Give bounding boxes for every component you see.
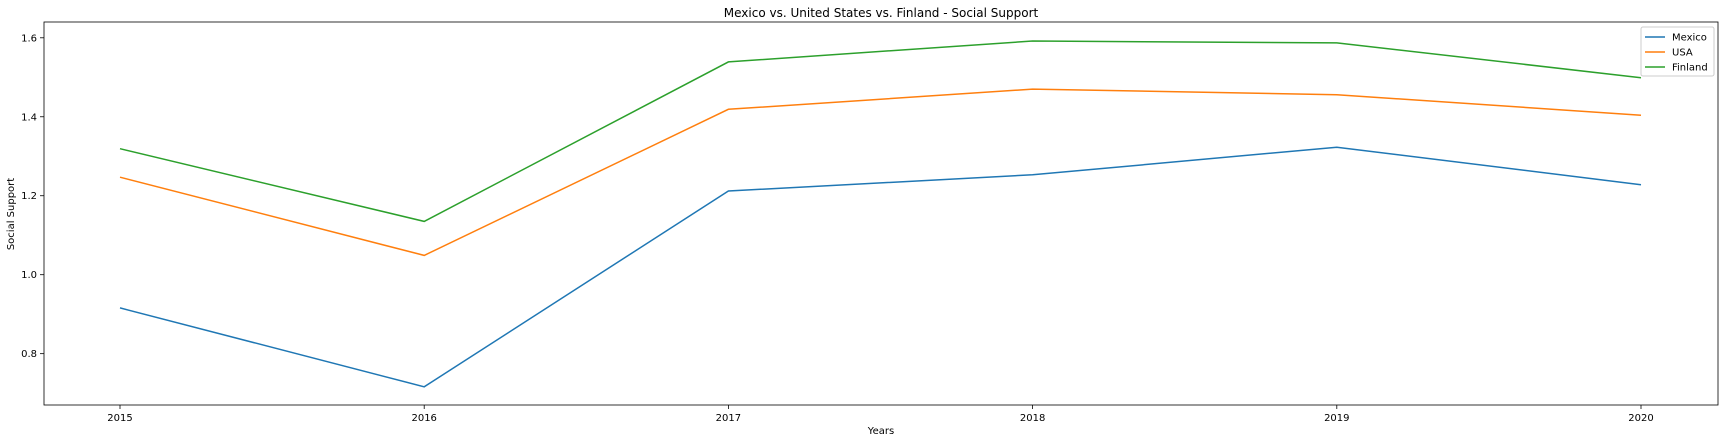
series-lines	[119, 40, 1642, 388]
x-tick-label: 2019	[1324, 413, 1349, 424]
x-tick-label: 2020	[1628, 413, 1653, 424]
y-axis-label: Social Support	[6, 178, 17, 250]
x-tick-label: 2016	[411, 413, 436, 424]
chart-title: Mexico vs. United States vs. Finland - S…	[724, 6, 1039, 20]
y-tick-label: 1.0	[21, 270, 37, 281]
y-axis: 0.8 1.0 1.2 1.4 1.6	[21, 33, 44, 360]
series-line-usa	[119, 88, 1642, 257]
legend-label: Mexico	[1672, 33, 1707, 44]
x-axis: 2015 2016 2017 2018 2019 2020	[107, 405, 1654, 424]
plot-area	[43, 21, 1719, 406]
x-tick-label: 2017	[716, 413, 741, 424]
x-axis-label: Years	[867, 426, 894, 437]
legend: Mexico USA Finland	[1640, 26, 1715, 77]
y-tick-label: 1.2	[21, 191, 37, 202]
y-tick-label: 1.6	[21, 33, 37, 44]
y-tick-label: 0.8	[21, 349, 37, 360]
x-tick-label: 2015	[107, 413, 132, 424]
x-tick-label: 2018	[1020, 413, 1045, 424]
series-line-finland	[119, 40, 1642, 223]
legend-label: USA	[1672, 48, 1693, 59]
series-line-mexico	[119, 146, 1642, 388]
legend-box	[1640, 26, 1715, 77]
y-tick-label: 1.4	[21, 112, 37, 123]
legend-label: Finland	[1672, 63, 1708, 74]
